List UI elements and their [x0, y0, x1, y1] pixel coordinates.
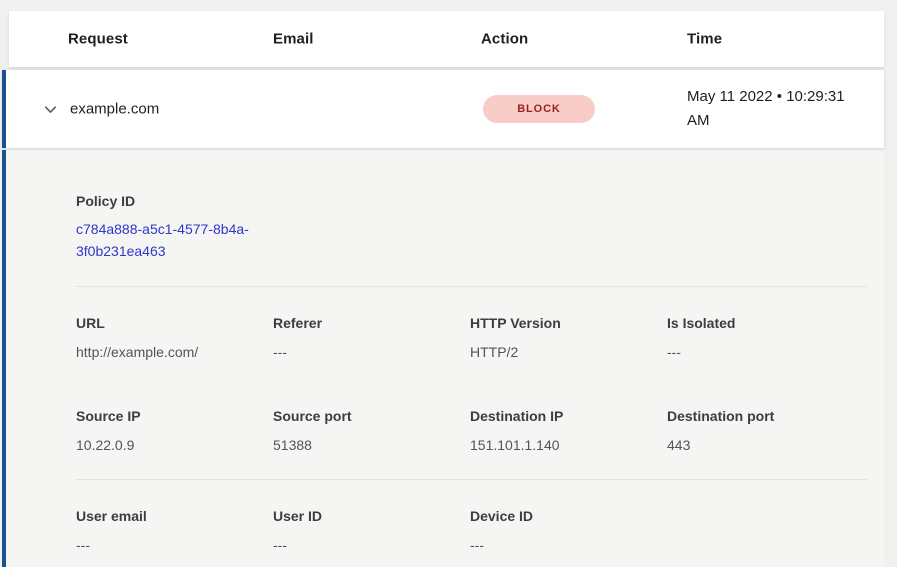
field-label: Source port — [273, 408, 352, 424]
log-details-panel: Policy ID c784a888-a5c1-4577-8b4a-3f0b23… — [2, 150, 884, 567]
field-user-email: User email --- — [76, 508, 273, 553]
field-referer: Referer --- — [273, 315, 470, 360]
field-value: 10.22.0.9 — [76, 437, 135, 453]
field-value: 151.101.1.140 — [470, 437, 560, 453]
column-header-time: Time — [687, 30, 723, 48]
field-value: http://example.com/ — [76, 344, 199, 360]
section-divider — [76, 479, 867, 480]
field-destination-port: Destination port 443 — [667, 408, 864, 453]
column-header-email: Email — [273, 30, 314, 48]
detail-fields-row: URL http://example.com/ Referer --- HTTP… — [6, 315, 884, 360]
policy-id-link[interactable]: c784a888-a5c1-4577-8b4a-3f0b231ea463 — [76, 221, 249, 259]
request-cell: example.com — [70, 100, 160, 118]
log-row[interactable]: example.com BLOCK May 11 2022 • 10:29:31… — [2, 70, 884, 148]
field-user-id: User ID --- — [273, 508, 470, 553]
field-source-ip: Source IP 10.22.0.9 — [76, 408, 273, 453]
field-http-version: HTTP Version HTTP/2 — [470, 315, 667, 360]
policy-id-label: Policy ID — [76, 193, 136, 209]
field-label: Referer — [273, 315, 323, 331]
field-value: 51388 — [273, 437, 312, 453]
field-label: Device ID — [470, 508, 534, 524]
field-value: 443 — [667, 437, 691, 453]
section-divider — [76, 286, 867, 287]
field-value: --- — [273, 344, 287, 360]
column-header-request: Request — [68, 30, 128, 48]
field-url: URL http://example.com/ — [76, 315, 273, 360]
field-label: Source IP — [76, 408, 141, 424]
column-header-action: Action — [481, 30, 529, 48]
field-value: --- — [273, 537, 287, 553]
detail-fields-row: User email --- User ID --- Device ID --- — [6, 508, 884, 553]
action-block-badge: BLOCK — [483, 95, 595, 123]
chevron-down-icon[interactable] — [40, 99, 60, 119]
field-label: Is Isolated — [667, 315, 736, 331]
field-value: --- — [667, 344, 681, 360]
field-is-isolated: Is Isolated --- — [667, 315, 864, 360]
detail-fields-row: Source IP 10.22.0.9 Source port 51388 De… — [6, 408, 884, 453]
field-value: --- — [76, 537, 90, 553]
field-device-id: Device ID --- — [470, 508, 667, 553]
field-value: --- — [470, 537, 484, 553]
field-label: URL — [76, 315, 105, 331]
field-label: HTTP Version — [470, 315, 561, 331]
field-label: Destination IP — [470, 408, 564, 424]
time-cell: May 11 2022 • 10:29:31 AM — [687, 88, 845, 129]
table-header: Request Email Action Time — [9, 11, 884, 67]
field-destination-ip: Destination IP 151.101.1.140 — [470, 408, 667, 453]
field-value: HTTP/2 — [470, 344, 519, 360]
field-label: User ID — [273, 508, 323, 524]
field-source-port: Source port 51388 — [273, 408, 470, 453]
field-label: Destination port — [667, 408, 775, 424]
policy-id-section: Policy ID c784a888-a5c1-4577-8b4a-3f0b23… — [6, 150, 884, 286]
field-label: User email — [76, 508, 147, 524]
